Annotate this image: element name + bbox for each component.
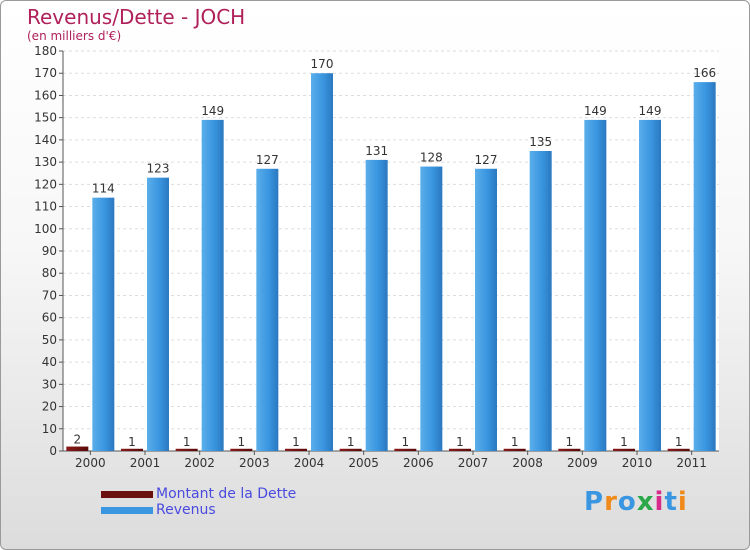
data-label-revenus: 170 <box>311 57 334 71</box>
legend-swatch-dette <box>101 491 153 498</box>
y-tick-label: 160 <box>34 88 57 102</box>
y-tick-label: 10 <box>42 422 57 436</box>
bar-dette <box>449 448 471 451</box>
data-label-dette: 1 <box>128 435 136 449</box>
bar-revenus <box>639 119 661 451</box>
y-tick-label: 0 <box>49 444 57 458</box>
logo-letter: o <box>617 487 637 517</box>
bar-revenus <box>475 168 497 451</box>
data-label-dette: 1 <box>292 435 300 449</box>
logo-letter: t <box>664 487 678 517</box>
data-label-dette: 1 <box>566 435 574 449</box>
y-tick-label: 50 <box>42 333 57 347</box>
y-tick-label: 180 <box>34 44 57 58</box>
chart-subtitle: (en milliers d'€) <box>27 29 122 43</box>
bar-dette <box>613 448 635 451</box>
data-label-dette: 1 <box>620 435 628 449</box>
bar-dette <box>339 448 362 451</box>
bar-revenus <box>365 159 388 451</box>
y-tick-label: 80 <box>42 266 57 280</box>
bar-dette <box>230 448 253 451</box>
y-tick-label: 120 <box>34 177 57 191</box>
x-tick-label: 2003 <box>239 456 270 470</box>
bar-revenus <box>693 82 716 451</box>
logo-letter: i <box>677 487 688 517</box>
data-label-revenus: 127 <box>475 153 498 167</box>
bar-revenus <box>147 177 169 451</box>
data-label-revenus: 127 <box>256 153 279 167</box>
data-label-revenus: 135 <box>529 135 552 149</box>
y-tick-label: 40 <box>42 355 57 369</box>
y-tick-label: 130 <box>34 155 57 169</box>
x-tick-label: 2007 <box>458 456 489 470</box>
data-label-revenus: 166 <box>693 66 716 80</box>
data-label-revenus: 114 <box>92 182 115 196</box>
x-tick-label: 2008 <box>512 456 543 470</box>
proxiti-logo: Proxiti <box>584 487 688 517</box>
bar-revenus <box>529 151 552 451</box>
data-label-dette: 1 <box>675 435 683 449</box>
x-tick-label: 2009 <box>567 456 598 470</box>
bar-dette <box>121 448 143 451</box>
y-tick-label: 30 <box>42 377 57 391</box>
data-label-dette: 1 <box>511 435 519 449</box>
data-label-revenus: 149 <box>201 104 224 118</box>
data-label-dette: 1 <box>402 435 410 449</box>
bar-revenus <box>420 166 443 452</box>
bar-revenus <box>256 168 279 451</box>
legend-swatch-revenus <box>101 507 153 514</box>
bar-dette <box>558 448 581 451</box>
y-tick-label: 140 <box>34 133 57 147</box>
x-tick-label: 2004 <box>294 456 325 470</box>
bar-revenus <box>92 197 115 451</box>
bar-dette <box>285 448 307 451</box>
legend-label-dette: Montant de la Dette <box>156 486 297 502</box>
logo-letter: i <box>654 487 665 517</box>
logo-letter: x <box>636 487 655 517</box>
logo-letter: r <box>604 487 618 517</box>
bar-dette <box>667 448 690 451</box>
y-tick-label: 100 <box>34 222 57 236</box>
data-label-revenus: 131 <box>365 144 388 158</box>
y-tick-label: 70 <box>42 288 57 302</box>
data-label-dette: 1 <box>238 435 246 449</box>
x-tick-label: 2011 <box>676 456 707 470</box>
y-tick-label: 20 <box>42 400 57 414</box>
y-tick-label: 170 <box>34 66 57 80</box>
logo-letter: P <box>584 487 605 517</box>
x-tick-label: 2005 <box>348 456 379 470</box>
y-tick-label: 150 <box>34 111 57 125</box>
data-label-revenus: 149 <box>584 104 607 118</box>
x-tick-label: 2001 <box>130 456 161 470</box>
bar-revenus <box>584 119 607 451</box>
data-label-revenus: 128 <box>420 151 443 165</box>
y-tick-label: 90 <box>42 244 57 258</box>
data-label-revenus: 123 <box>147 162 170 176</box>
bar-revenus <box>311 73 333 451</box>
bar-revenus <box>201 119 224 451</box>
bar-dette <box>503 448 526 451</box>
chart-title: Revenus/Dette - JOCH <box>27 5 246 29</box>
data-label-dette: 2 <box>74 433 82 447</box>
x-tick-label: 2010 <box>622 456 653 470</box>
bar-dette <box>66 446 89 451</box>
y-tick-label: 60 <box>42 311 57 325</box>
bar-dette <box>175 448 198 451</box>
x-tick-label: 2002 <box>184 456 215 470</box>
legend-label-revenus: Revenus <box>156 502 216 518</box>
data-label-dette: 1 <box>456 435 464 449</box>
x-tick-label: 2006 <box>403 456 434 470</box>
y-tick-label: 110 <box>34 200 57 214</box>
data-label-revenus: 149 <box>639 104 662 118</box>
data-label-dette: 1 <box>347 435 355 449</box>
bar-dette <box>394 448 417 451</box>
data-label-dette: 1 <box>183 435 191 449</box>
x-tick-label: 2000 <box>75 456 106 470</box>
